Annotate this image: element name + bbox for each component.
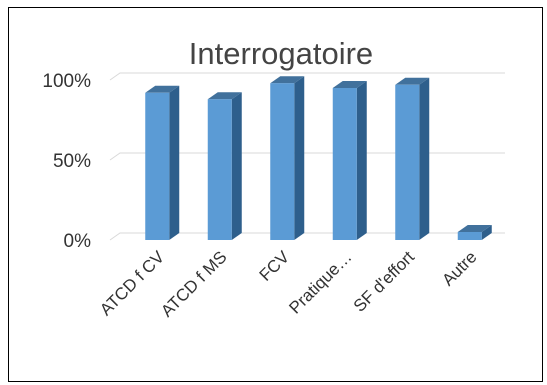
bar-side bbox=[419, 77, 430, 240]
bar-top bbox=[332, 81, 367, 88]
y-tick-label: 50% bbox=[53, 151, 91, 172]
bar-top bbox=[207, 92, 242, 100]
y-tick-label: 100% bbox=[42, 71, 91, 92]
bar-top bbox=[270, 76, 305, 84]
bar bbox=[395, 77, 430, 240]
bar bbox=[145, 85, 180, 240]
gridline bbox=[109, 232, 505, 241]
bar-front bbox=[457, 232, 482, 240]
bar-front bbox=[145, 92, 170, 240]
x-category-label: Autre bbox=[438, 247, 480, 289]
bar-front bbox=[332, 88, 357, 240]
bar-side bbox=[481, 225, 492, 240]
bar-front bbox=[395, 84, 420, 240]
bar-top bbox=[145, 85, 180, 93]
x-category-label: SF d'effort bbox=[350, 247, 418, 315]
gridline bbox=[109, 72, 505, 81]
bar-side bbox=[231, 92, 242, 240]
chart-title: Interrogatoire bbox=[189, 36, 373, 71]
bar-side bbox=[294, 76, 305, 240]
bar bbox=[270, 76, 305, 240]
bar-side bbox=[169, 85, 180, 240]
bar-top bbox=[457, 225, 492, 232]
x-category-label: Pratique… bbox=[285, 247, 355, 317]
bar bbox=[207, 92, 242, 240]
gridline bbox=[109, 152, 505, 161]
y-tick-label: 0% bbox=[64, 231, 92, 252]
bar-side bbox=[356, 81, 367, 240]
bar-front bbox=[207, 99, 232, 240]
bar-front bbox=[270, 83, 295, 240]
x-category-label: ATCD f MS bbox=[157, 247, 230, 320]
x-category-label: FCV bbox=[256, 247, 294, 285]
bar bbox=[457, 225, 492, 240]
bar bbox=[332, 81, 367, 240]
bar-top bbox=[395, 77, 430, 85]
